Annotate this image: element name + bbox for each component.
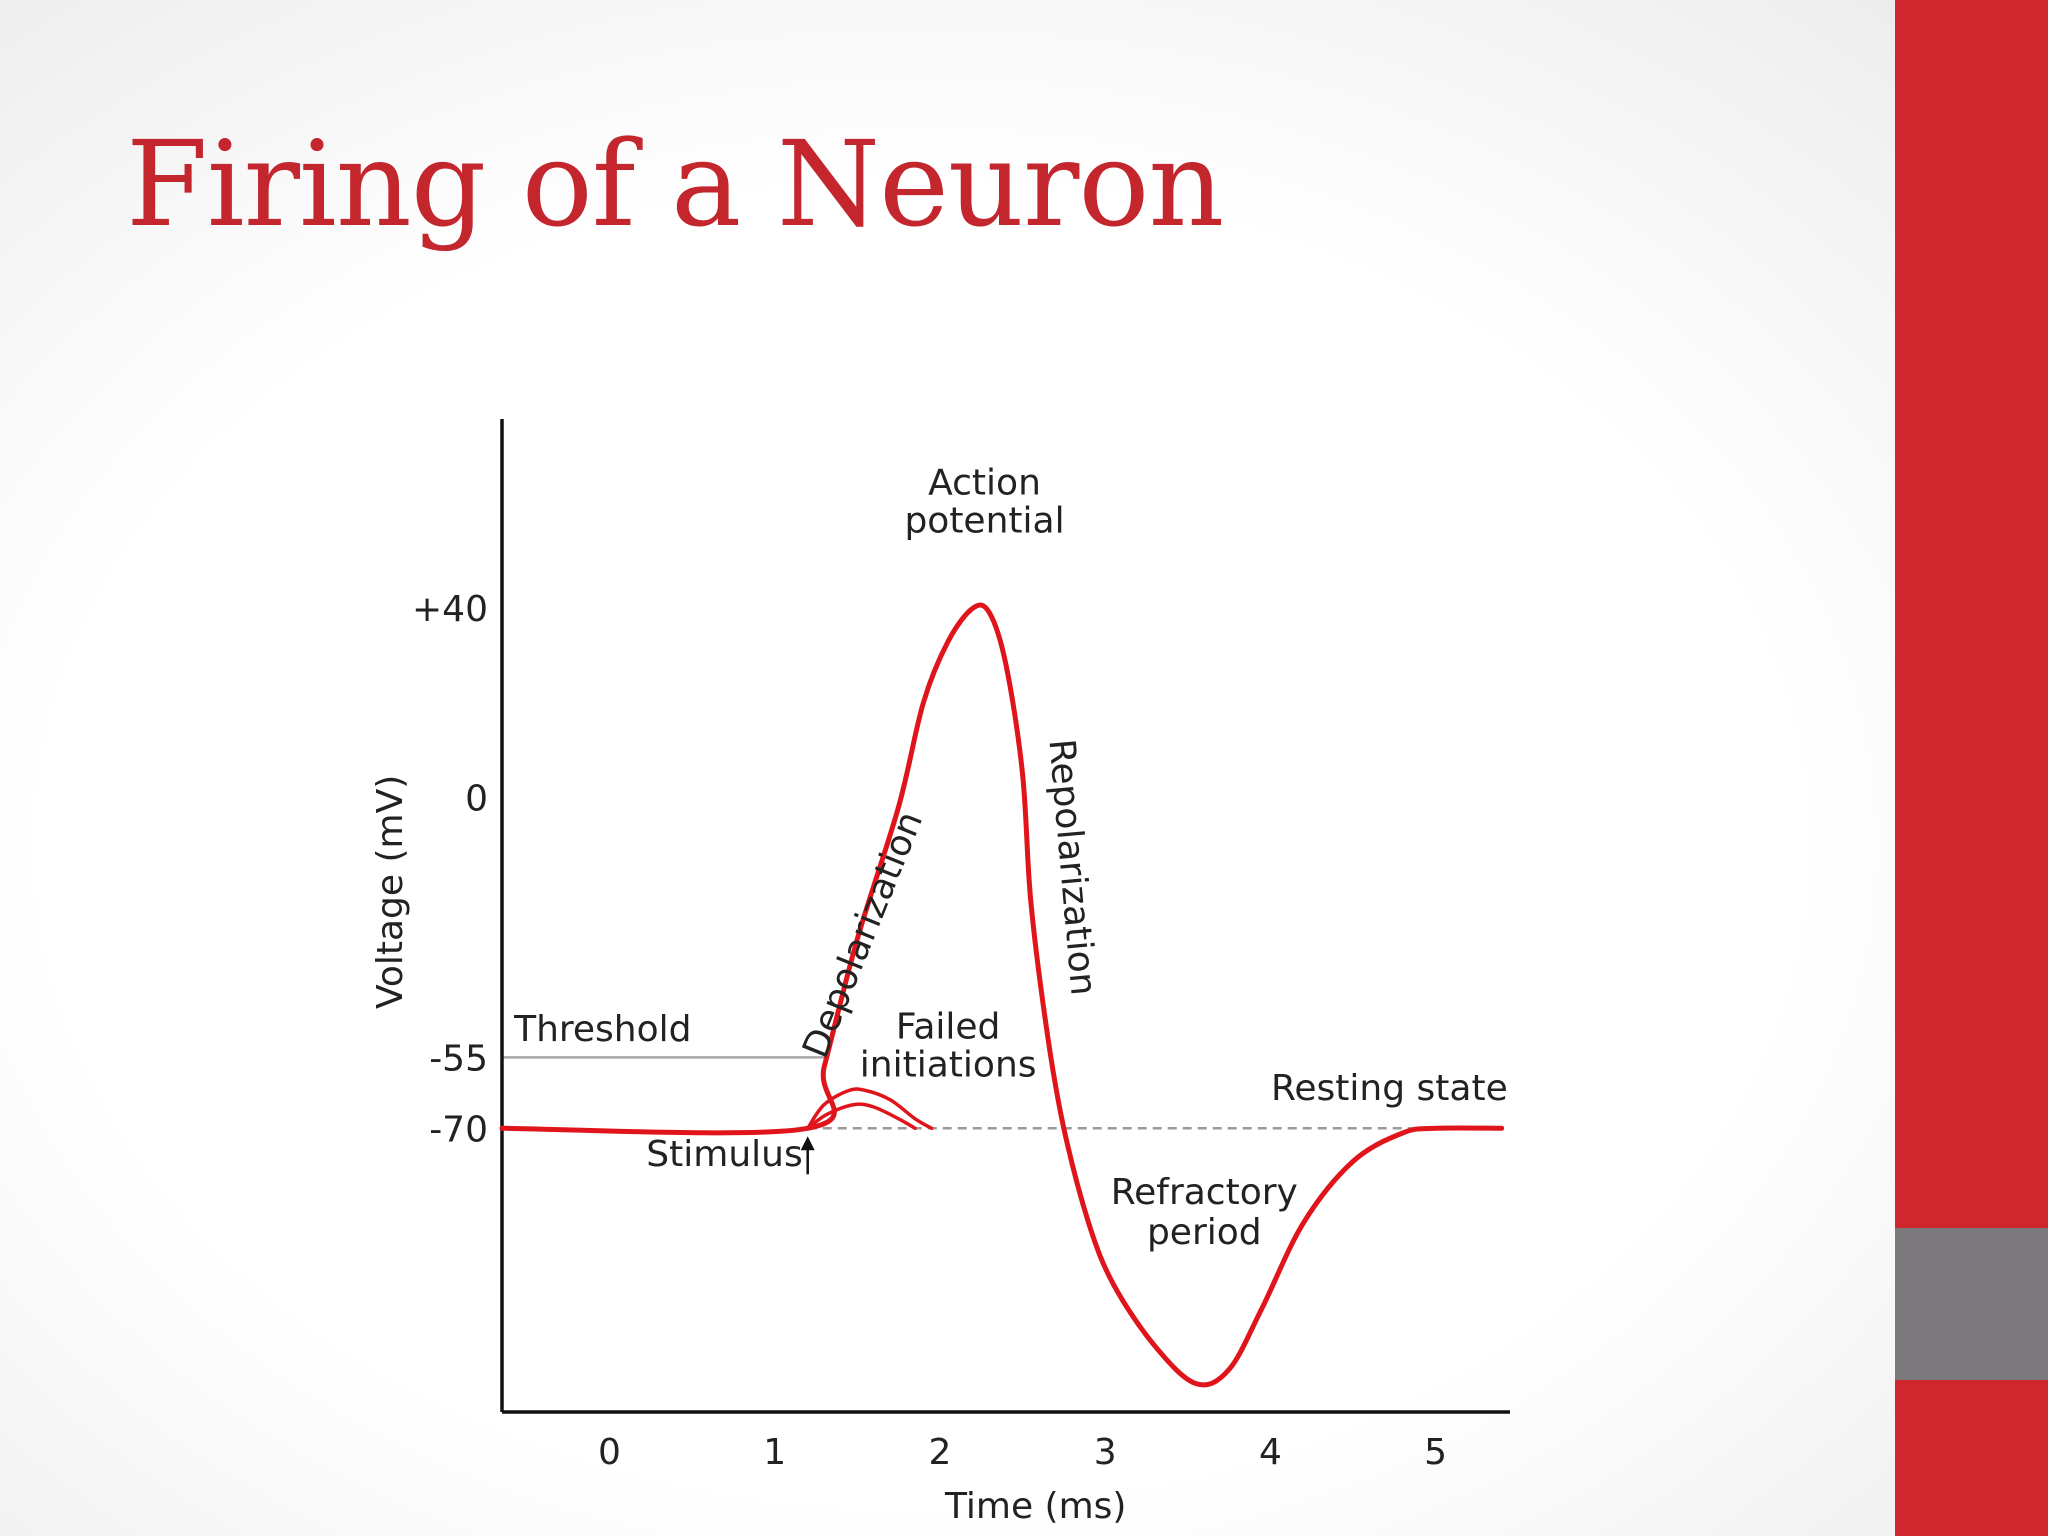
annotation-label: Action — [928, 463, 1041, 504]
sidebar-red-bottom — [1895, 1380, 2048, 1536]
annotation-label: Repolarization — [1040, 737, 1103, 997]
stimulus-arrow-icon — [800, 1136, 815, 1151]
annotation-label: Threshold — [513, 1009, 691, 1050]
x-tick-label: 5 — [1424, 1432, 1447, 1473]
failed-initiation-curve — [805, 1102, 917, 1131]
action-potential-curve — [499, 602, 1505, 1388]
annotation-label: period — [1147, 1212, 1262, 1253]
x-tick-label: 2 — [928, 1432, 951, 1473]
y-axis-label: Voltage (mV) — [370, 775, 411, 1009]
y-tick-label: 0 — [465, 778, 488, 819]
x-tick-label: 4 — [1259, 1432, 1282, 1473]
annotation-label: Refractory — [1111, 1172, 1298, 1213]
x-tick-label: 3 — [1094, 1432, 1117, 1473]
slide-title: Firing of a Neuron — [126, 115, 1224, 253]
annotation-label: initiations — [860, 1044, 1037, 1085]
y-tick-label: -70 — [429, 1109, 488, 1150]
annotation-label: Resting state — [1271, 1068, 1508, 1109]
y-tick-label: -55 — [429, 1038, 488, 1079]
sidebar-red-top — [1895, 0, 2048, 1228]
y-tick-label: +40 — [412, 589, 488, 630]
sidebar-gray-block — [1895, 1228, 2048, 1380]
failed-initiation-curve — [805, 1087, 934, 1131]
annotation-label: Stimulus — [646, 1134, 802, 1175]
x-axis-label: Time (ms) — [944, 1486, 1126, 1527]
annotation-label: Failed — [896, 1006, 1000, 1047]
x-tick-label: 1 — [763, 1432, 786, 1473]
annotation-label: potential — [904, 500, 1064, 541]
x-tick-label: 0 — [598, 1432, 621, 1473]
